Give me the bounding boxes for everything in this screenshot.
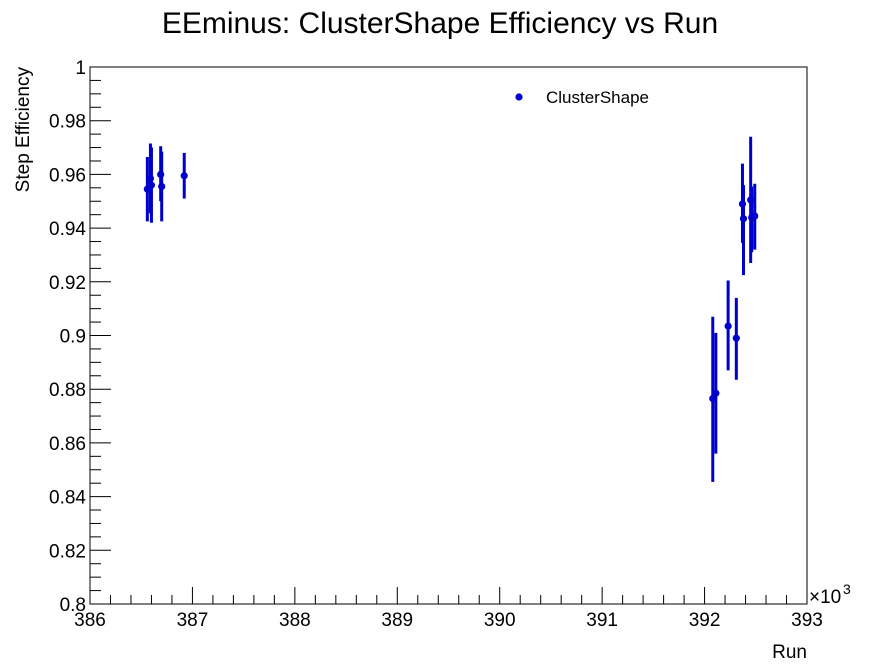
- data-point: [147, 181, 156, 189]
- data-point: [739, 215, 748, 223]
- x-tick-label: 387: [177, 610, 209, 631]
- x-tick-label: 390: [484, 610, 516, 631]
- y-tick-label: 0.88: [49, 380, 86, 401]
- data-point: [732, 334, 740, 342]
- x-axis-title: Run: [772, 642, 807, 663]
- x-axis-multiplier: ×10 3: [809, 581, 851, 608]
- x-tick-label: 388: [279, 610, 311, 631]
- x-tick-label: 391: [586, 610, 618, 631]
- data-point: [712, 389, 720, 397]
- plot-frame-rect: [89, 66, 808, 605]
- y-tick-label: 0.92: [49, 273, 86, 294]
- y-tick-label: 0.94: [49, 219, 86, 240]
- chart-title: EEminus: ClusterShape Efficiency vs Run: [162, 7, 718, 40]
- y-tick-label: 0.96: [49, 165, 86, 186]
- plot-frame: [89, 66, 808, 605]
- x-tick-label: 386: [74, 610, 106, 631]
- y-tick-label: 0.9: [60, 327, 86, 348]
- x-tick-label: 393: [791, 610, 823, 631]
- x-tick-label: 392: [689, 610, 721, 631]
- legend-entry-clustershape: ClusterShape: [546, 88, 649, 107]
- x-multiplier-exponent: 3: [843, 581, 851, 597]
- x-multiplier-label: ×10: [809, 587, 841, 608]
- legend-marker: [515, 93, 523, 101]
- y-tick-label: 0.82: [49, 541, 86, 562]
- y-tick-label: 0.98: [49, 112, 86, 133]
- data-points: [143, 136, 759, 482]
- data-point: [180, 172, 188, 180]
- data-point: [158, 182, 166, 191]
- y-tick-label: 0.86: [49, 434, 86, 455]
- y-tick-label: 1: [75, 58, 86, 79]
- x-axis: 386 387 388 389 390 391 392 393: [74, 587, 823, 631]
- y-axis-title: Step Efficiency: [13, 67, 34, 193]
- x-tick-label: 389: [381, 610, 413, 631]
- y-tick-label: 0.84: [49, 488, 86, 509]
- y-tick-label: 0.8: [60, 595, 86, 616]
- y-axis: 0.8 0.82 0.84 0.86 0.88 0.9 0.92 0.94 0.96 0.98 1: [49, 58, 111, 616]
- data-point: [724, 322, 732, 330]
- legend: ClusterShape: [515, 88, 649, 107]
- data-point: [751, 212, 759, 220]
